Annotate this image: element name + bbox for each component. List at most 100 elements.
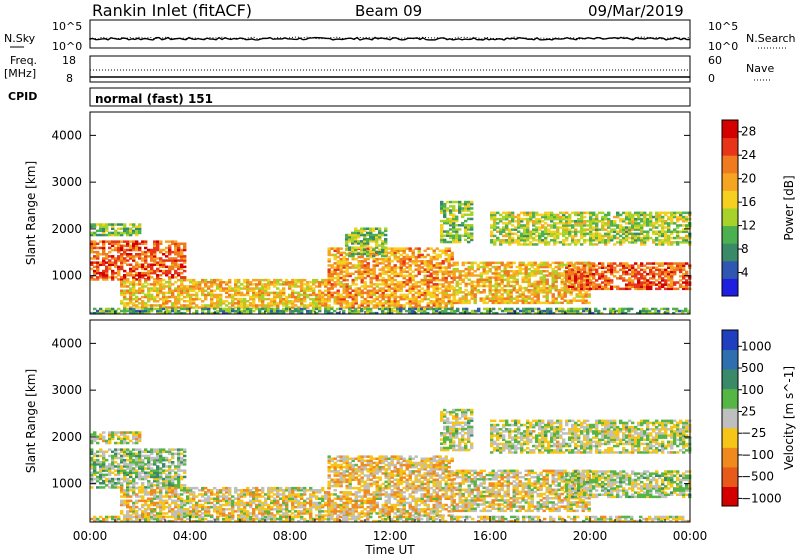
echo-cell [111,458,115,462]
echo-cell [500,295,504,298]
echo-cell [303,307,307,311]
echo-cell [180,484,184,487]
echo-cell [93,231,97,235]
echo-cell [566,289,570,292]
echo-cell [90,471,94,474]
echo-cell [117,452,121,456]
echo-cell [102,223,106,226]
echo-cell [604,222,608,225]
echo-cell [625,234,629,238]
echo-cell [219,281,223,284]
echo-cell [144,271,148,275]
echo-cell [102,240,106,243]
colorbar-swatch [722,137,738,156]
echo-cell [144,257,148,260]
echo-cell [676,211,680,215]
echo-cell [652,266,656,269]
echo-cell [348,295,352,299]
echo-cell [619,220,623,223]
echo-cell [502,241,506,244]
echo-cell [99,223,103,226]
echo-cell [342,274,346,278]
echo-cell [643,287,647,291]
echo-cell [467,293,471,296]
echo-cell [378,274,382,278]
echo-cell [219,302,223,305]
echo-cell [573,311,577,315]
echo-cell [348,307,352,311]
echo-cell [685,220,689,223]
echo-cell [333,253,337,257]
echo-cell [348,254,352,258]
echo-cell [429,266,433,269]
echo-cell [453,309,457,313]
echo-cell [634,268,638,272]
echo-cell [574,243,578,246]
echo-cell [438,291,442,295]
echo-cell [366,272,370,276]
echo-cell [557,289,561,292]
echo-cell [387,274,391,278]
echo-cell [393,272,397,276]
echo-cell [396,257,400,261]
echo-cell [529,230,533,233]
echo-cell [522,309,526,313]
echo-cell [153,285,157,288]
echo-cell [494,276,498,279]
echo-cell [643,213,647,217]
echo-cell [159,469,163,472]
echo-cell [423,281,427,284]
echo-cell [496,217,500,221]
echo-cell [577,213,581,217]
echo-cell [461,209,465,212]
echo-cell [390,311,394,315]
echo-cell [423,260,427,263]
echo-cell [613,270,617,274]
echo-cell [351,266,355,269]
echo-cell [363,250,367,254]
echo-cell [598,239,602,242]
echo-cell [372,272,376,276]
echo-cell [595,230,599,233]
echo-cell [530,301,534,305]
echo-cell [180,250,184,254]
echo-cell [402,264,406,267]
echo-cell [494,267,498,271]
echo-cell [315,306,319,309]
echo-cell [565,232,569,236]
echo-cell [562,213,566,217]
echo-cell [399,249,403,252]
echo-cell [141,259,145,262]
echo-cell [479,274,483,277]
echo-cell [607,287,611,291]
echo-cell [461,270,465,273]
echo-cell [354,297,358,301]
echo-cell [402,268,406,271]
echo-cell [435,262,439,265]
echo-cell [499,230,503,233]
echo-cell [499,217,503,221]
echo-cell [174,477,178,481]
echo-cell [270,297,274,301]
echo-cell [261,287,265,290]
echo-cell [171,479,175,483]
echo-cell [180,259,184,262]
echo-cell [470,282,474,286]
echo-cell [135,295,139,299]
echo-cell [595,268,599,272]
echo-cell [426,278,430,282]
echo-cell [96,454,100,458]
echo-cell [288,306,292,309]
echo-cell [201,300,205,303]
echo-cell [521,267,525,271]
echo-cell [156,240,160,243]
echo-cell [342,302,346,305]
echo-cell [117,227,121,230]
echo-cell [243,278,247,282]
echo-cell [536,297,540,300]
echo-cell [643,275,647,278]
echo-cell [598,266,602,269]
echo-cell [366,274,370,278]
echo-cell [417,285,421,288]
echo-cell [126,304,130,307]
